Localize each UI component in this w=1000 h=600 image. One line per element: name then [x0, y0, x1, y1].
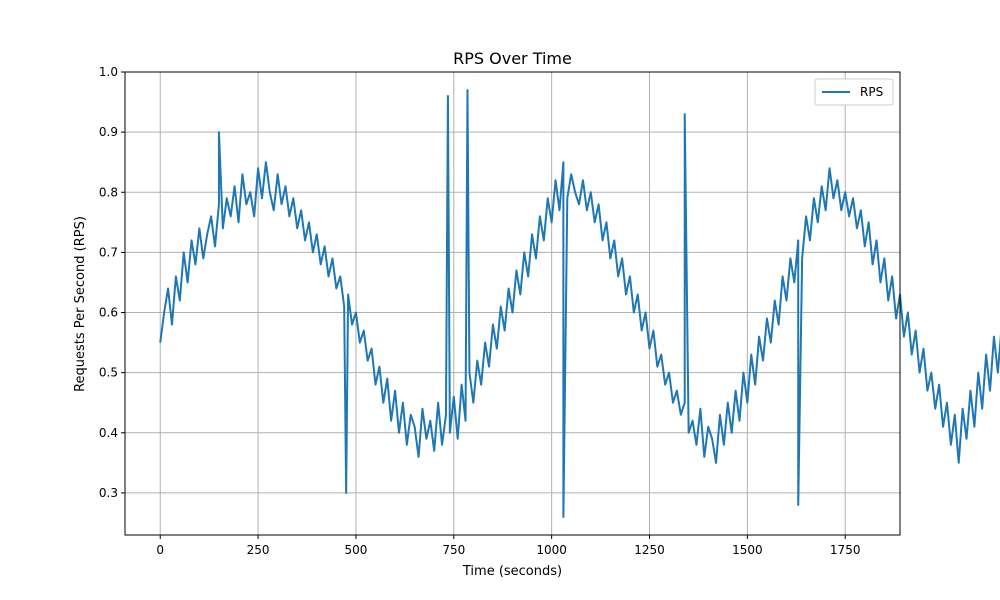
y-tick-label: 0.9 [99, 125, 118, 139]
x-tick-label: 250 [247, 543, 270, 557]
legend: RPS [814, 78, 894, 106]
x-tick-label: 500 [344, 543, 367, 557]
x-axis-label: Time (seconds) [462, 564, 562, 579]
series-line-rps [159, 89, 1000, 518]
grid-lines [125, 71, 900, 535]
chart-title: RPS Over Time [453, 49, 572, 68]
y-axis-label: Requests Per Second (RPS) [73, 216, 88, 392]
x-tick-label: 750 [442, 543, 465, 557]
x-tick-label: 1750 [830, 543, 861, 557]
y-tick-label: 0.8 [99, 185, 118, 199]
legend-label-rps: RPS [860, 85, 883, 99]
x-tick-label: 1500 [732, 543, 763, 557]
axis-ticks: 0 250 500 750 1000 1250 1500 1750 0.3 0.4 0.5 0.6 0.… [99, 65, 861, 557]
x-tick-label: 1250 [634, 543, 665, 557]
legend-box [814, 78, 894, 106]
x-tick-label: 0 [156, 543, 164, 557]
plot-frame [124, 71, 901, 536]
series-lines [159, 89, 1000, 518]
x-tick-label: 1000 [536, 543, 567, 557]
y-tick-label: 0.5 [99, 366, 118, 380]
y-tick-label: 0.4 [99, 426, 118, 440]
y-tick-label: 0.7 [99, 245, 118, 259]
y-tick-label: 0.6 [99, 306, 118, 320]
y-tick-label: 1.0 [99, 65, 118, 79]
y-tick-label: 0.3 [99, 486, 118, 500]
